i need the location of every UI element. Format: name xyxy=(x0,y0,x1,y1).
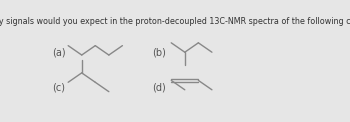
Text: (c): (c) xyxy=(52,83,65,93)
Text: How many signals would you expect in the proton-decoupled 13C-NMR spectra of the: How many signals would you expect in the… xyxy=(0,17,350,26)
Text: (b): (b) xyxy=(152,47,166,57)
Text: (a): (a) xyxy=(52,47,65,57)
Text: (d): (d) xyxy=(152,83,166,93)
